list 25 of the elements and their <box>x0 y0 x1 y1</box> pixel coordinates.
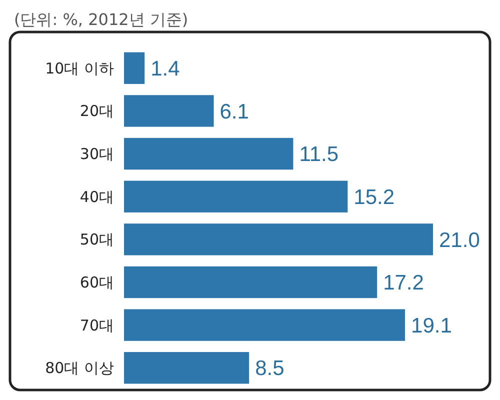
data-label: 11.5 <box>299 143 339 166</box>
data-label: 19.1 <box>411 314 452 338</box>
y-tick-label: 30대 <box>80 145 114 164</box>
chart-subtitle: (단위: %, 2012년 기준) <box>14 10 188 29</box>
data-label: 17.2 <box>383 272 424 295</box>
bar <box>124 52 145 84</box>
y-tick-label: 40대 <box>80 188 114 206</box>
bar <box>124 352 250 384</box>
y-tick-label: 70대 <box>80 316 114 334</box>
bar <box>124 266 378 298</box>
y-tick-label: 10대 이하 <box>45 59 114 78</box>
data-label: 8.5 <box>255 357 284 380</box>
data-label: 6.1 <box>220 100 249 124</box>
bar <box>124 224 433 256</box>
y-tick-label: 20대 <box>80 102 114 120</box>
data-label: 21.0 <box>439 228 480 252</box>
bar <box>124 309 406 341</box>
data-label: 1.4 <box>150 57 180 80</box>
bar <box>124 95 214 127</box>
y-tick-label: 60대 <box>80 273 114 292</box>
data-label: 15.2 <box>354 186 395 209</box>
y-tick-label: 80대 이상 <box>45 359 114 378</box>
bar <box>124 180 348 212</box>
y-tick-label: 50대 <box>80 230 114 249</box>
bar <box>124 138 294 170</box>
